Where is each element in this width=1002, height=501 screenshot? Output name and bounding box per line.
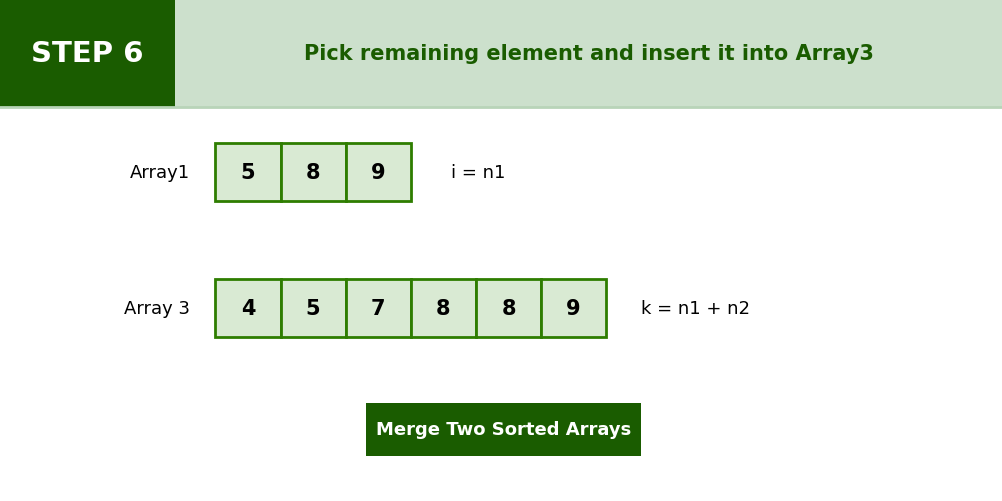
Text: STEP 6: STEP 6 — [31, 40, 144, 68]
Text: 5: 5 — [306, 298, 321, 318]
Text: 4: 4 — [240, 298, 256, 318]
FancyBboxPatch shape — [215, 144, 281, 201]
FancyBboxPatch shape — [281, 279, 346, 337]
FancyBboxPatch shape — [476, 279, 541, 337]
Text: 9: 9 — [371, 163, 386, 183]
Text: Array1: Array1 — [130, 164, 190, 182]
Text: 5: 5 — [240, 163, 256, 183]
Text: 8: 8 — [306, 163, 321, 183]
Text: 8: 8 — [501, 298, 516, 318]
FancyBboxPatch shape — [411, 279, 476, 337]
Text: 7: 7 — [371, 298, 386, 318]
Text: i = n1: i = n1 — [451, 164, 505, 182]
FancyBboxPatch shape — [281, 144, 346, 201]
FancyBboxPatch shape — [346, 279, 411, 337]
Text: Merge Two Sorted Arrays: Merge Two Sorted Arrays — [376, 421, 631, 438]
Text: Pick remaining element and insert it into Array3: Pick remaining element and insert it int… — [304, 44, 874, 64]
Text: k = n1 + n2: k = n1 + n2 — [641, 299, 750, 317]
Text: 8: 8 — [436, 298, 451, 318]
Text: Array 3: Array 3 — [124, 299, 190, 317]
FancyBboxPatch shape — [541, 279, 606, 337]
FancyBboxPatch shape — [366, 403, 641, 456]
FancyBboxPatch shape — [175, 0, 1002, 108]
Text: 9: 9 — [566, 298, 581, 318]
FancyBboxPatch shape — [215, 279, 281, 337]
FancyBboxPatch shape — [0, 0, 175, 108]
FancyBboxPatch shape — [346, 144, 411, 201]
